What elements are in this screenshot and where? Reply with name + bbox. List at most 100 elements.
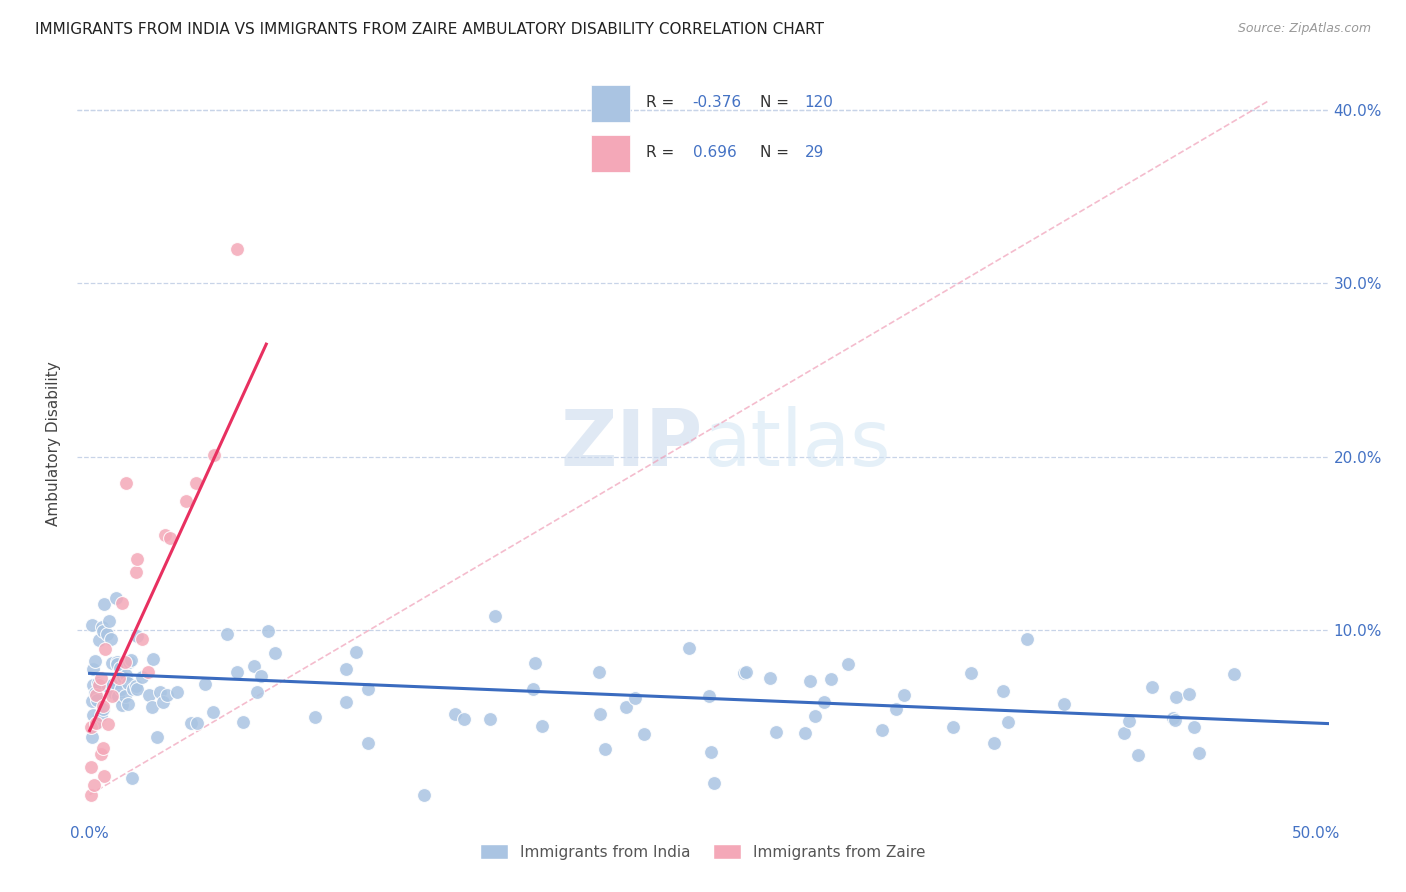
Point <box>983 736 1005 750</box>
Point <box>153 527 176 541</box>
Point <box>83 655 105 669</box>
Point <box>1017 632 1039 646</box>
Point <box>1223 667 1246 681</box>
Legend: Immigrants from India, Immigrants from Zaire: Immigrants from India, Immigrants from Z… <box>474 838 932 866</box>
Point <box>98 615 121 629</box>
Point <box>93 597 115 611</box>
Point <box>84 716 107 731</box>
Point <box>794 725 817 739</box>
Point <box>94 642 117 657</box>
Point <box>993 684 1015 698</box>
Point <box>100 632 122 647</box>
Point <box>115 475 138 490</box>
Point <box>108 661 131 675</box>
Point <box>413 788 436 802</box>
Point <box>96 627 118 641</box>
Point <box>886 702 908 716</box>
Point <box>90 707 112 722</box>
Point <box>820 672 842 686</box>
Point <box>105 655 128 669</box>
Point <box>93 768 115 782</box>
Point <box>734 665 756 679</box>
Point <box>232 714 254 729</box>
Point <box>105 591 128 605</box>
Point <box>1112 726 1135 740</box>
Point <box>110 682 132 697</box>
Point <box>84 689 107 703</box>
Point <box>453 712 475 726</box>
Point <box>1118 714 1140 728</box>
Point <box>201 705 224 719</box>
Point <box>125 629 148 643</box>
Point <box>531 719 554 733</box>
Point <box>131 632 153 647</box>
Point <box>110 698 132 712</box>
Point <box>105 677 128 691</box>
Point <box>82 678 104 692</box>
Point <box>90 671 112 685</box>
Point <box>697 690 720 704</box>
Point <box>111 669 134 683</box>
Point <box>97 716 120 731</box>
Point <box>942 720 965 734</box>
Point <box>256 624 278 638</box>
Point <box>83 778 105 792</box>
Point <box>1140 680 1163 694</box>
Point <box>90 619 112 633</box>
Point <box>101 656 124 670</box>
Point <box>80 618 103 632</box>
Point <box>522 681 544 696</box>
Point <box>893 688 915 702</box>
FancyBboxPatch shape <box>592 135 630 171</box>
Point <box>91 624 114 638</box>
Point <box>120 653 142 667</box>
Point <box>357 736 380 750</box>
Point <box>103 686 125 700</box>
Point <box>624 690 647 705</box>
Point <box>80 720 103 734</box>
Point <box>122 681 145 696</box>
Point <box>90 747 112 762</box>
Point <box>1178 687 1201 701</box>
Point <box>1161 711 1184 725</box>
Point <box>186 715 208 730</box>
Point <box>110 596 132 610</box>
Point <box>138 665 160 679</box>
Point <box>226 665 249 679</box>
Text: N =: N = <box>761 95 789 110</box>
Point <box>121 771 143 785</box>
Point <box>703 776 725 790</box>
Point <box>82 708 104 723</box>
Point <box>1182 720 1205 734</box>
Text: R =: R = <box>645 95 673 110</box>
Point <box>215 627 238 641</box>
Point <box>589 706 612 721</box>
Point <box>80 731 103 745</box>
Point <box>82 662 104 676</box>
Point <box>80 693 103 707</box>
Point <box>91 741 114 756</box>
Point <box>83 686 105 700</box>
Point <box>138 688 160 702</box>
Point <box>87 675 110 690</box>
Point <box>335 694 357 708</box>
Point <box>166 685 188 699</box>
Point <box>243 659 266 673</box>
Text: IMMIGRANTS FROM INDIA VS IMMIGRANTS FROM ZAIRE AMBULATORY DISABILITY CORRELATION: IMMIGRANTS FROM INDIA VS IMMIGRANTS FROM… <box>35 22 824 37</box>
Point <box>114 655 136 669</box>
Point <box>117 697 139 711</box>
Point <box>176 494 198 508</box>
Point <box>184 476 207 491</box>
Text: 29: 29 <box>804 145 824 161</box>
Point <box>159 531 181 545</box>
Point <box>870 723 893 738</box>
Text: -0.376: -0.376 <box>693 95 742 110</box>
Point <box>304 710 326 724</box>
Point <box>1126 747 1149 762</box>
Point <box>1164 690 1187 704</box>
Point <box>125 565 148 579</box>
Point <box>180 715 202 730</box>
Point <box>114 668 136 682</box>
Point <box>804 709 827 723</box>
Text: N =: N = <box>761 145 789 161</box>
